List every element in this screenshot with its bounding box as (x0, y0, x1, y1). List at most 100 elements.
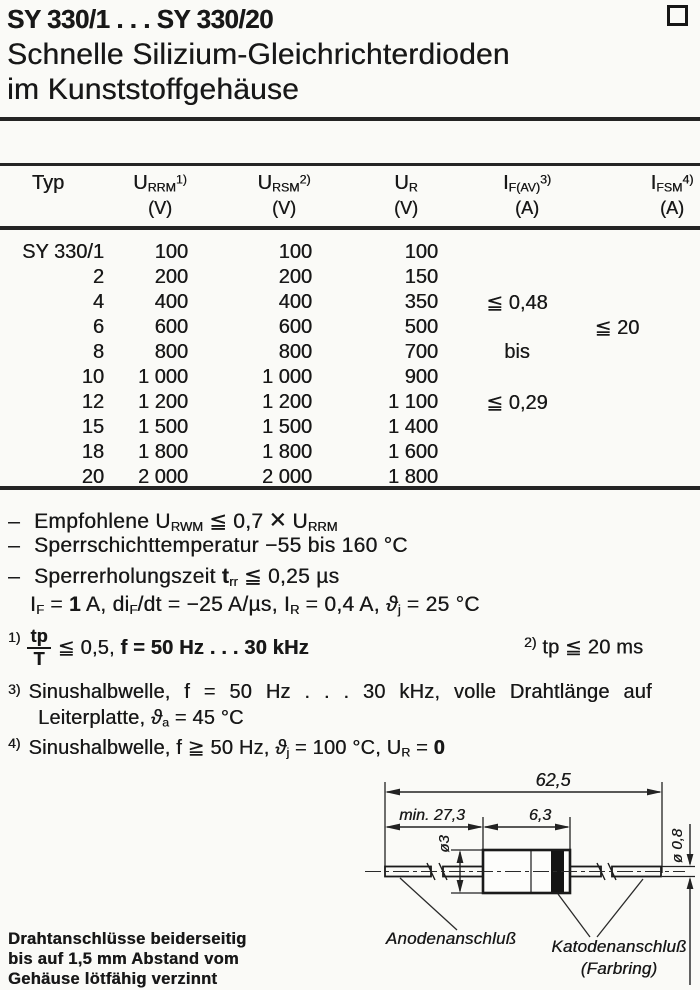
table-cell: 800 (154, 341, 188, 363)
solderability-note-line1: Drahtanschlüsse beiderseitig (8, 930, 247, 948)
footnote-text: tp ≦ 20 ms (542, 636, 644, 659)
table-cell: 8 (92, 341, 104, 363)
solderability-note-line2: bis auf 1,5 mm Abstand vom (8, 950, 239, 968)
table-cell: 200 (154, 266, 188, 288)
table-cell (448, 465, 568, 490)
footnote-text: Sinushalbwelle, f ≧ 50 Hz, ϑj = 100 °C, … (28, 737, 445, 760)
dimension-wire-diameter-text: ø 0,8 (669, 828, 686, 863)
table-cell: 6 (92, 316, 104, 338)
note-dash: – (8, 565, 20, 588)
table-cell: 700 (404, 341, 438, 363)
table-cell (568, 365, 700, 390)
table-cell: 15 (81, 416, 104, 438)
note-text: IF = 1 A, diF/dt = −25 A/µs, IR = 0,4 A,… (30, 593, 480, 617)
table-cell: 600 (278, 316, 312, 338)
package-dimension-drawing: 62,5 min. 27,3 6,3 (365, 772, 695, 985)
col-header-urrm: URRM1) (V) (133, 172, 187, 218)
cathode-band (551, 851, 564, 892)
table-cell (448, 265, 568, 290)
table-cell: 2 000 (137, 466, 188, 488)
table-cell (568, 465, 700, 490)
table-cell: 4 (92, 291, 104, 313)
dimension-overall: 62,5 (385, 772, 662, 796)
dimension-overall-text: 62,5 (535, 772, 571, 790)
note-recommended-urwm: – Empfohlene URWM ≦ 0,7 × URRM (8, 503, 338, 536)
dimension-body-length: 6,3 (483, 807, 570, 831)
table-cell: ≦ 20 (594, 317, 640, 339)
table-cell: 100 (278, 241, 312, 263)
table-row: 10 1 000 1 000 900 (0, 365, 700, 390)
table-cell: 1 000 (261, 366, 312, 388)
table-cell: 12 (81, 391, 104, 413)
table-row: 18 1 800 1 800 1 600 (0, 440, 700, 465)
table-cell: 800 (278, 341, 312, 363)
table-cell (568, 240, 700, 265)
table-cell: bis (504, 341, 530, 363)
subtitle-line2: im Kunststoffgehäuse (7, 73, 299, 106)
table-cell: 100 (404, 241, 438, 263)
cathode-lead-label: Katodenanschluß (Farbring) (543, 936, 695, 980)
note-reverse-recovery: – Sperrerholungszeit trr ≦ 0,25 µs (8, 564, 339, 589)
table-cell: 400 (154, 291, 188, 313)
table-cell (448, 315, 568, 340)
col-header-typ: Typ (31, 172, 65, 194)
table-top-rule (0, 163, 700, 166)
table-cell: SY 330/1 (22, 241, 104, 263)
table-cell (568, 265, 700, 290)
solderability-note-line3: Gehäuse lötfähig verzinnt (8, 970, 218, 988)
table-cell: 1 800 (137, 441, 188, 463)
table-cell: 900 (404, 366, 438, 388)
footnote-3: 3) Sinushalbwelle, f = 50 Hz . . . 30 kHz… (8, 681, 652, 730)
table-row: 4 400 400 350 ≦ 0,48 (0, 290, 700, 315)
table-cell: 400 (278, 291, 312, 313)
table-cell (568, 340, 700, 365)
table-cell (448, 365, 568, 390)
footnote-text-line2: Leiterplatte, ϑa = 45 °C (38, 707, 244, 730)
table-cell (448, 240, 568, 265)
header-divider (0, 117, 700, 121)
table-cell: 1 800 (387, 466, 438, 488)
col-header-ursm: URSM2) (V) (257, 172, 311, 218)
table-bottom-rule (0, 486, 700, 490)
col-header-ur: UR (V) (394, 172, 418, 218)
table-cell: 18 (81, 441, 104, 463)
dimension-lead-length: min. 27,3 (385, 807, 483, 831)
table-cell: 1 800 (261, 441, 312, 463)
table-cell: 1 000 (137, 366, 188, 388)
dimension-body-text: 6,3 (529, 807, 551, 824)
subtitle-line1: Schnelle Silizium-Gleichrichterdioden (7, 38, 510, 71)
solderability-note: Drahtanschlüsse beiderseitig bis auf 1,5… (8, 929, 247, 989)
footnote-text: ≦ 0,5, f = 50 Hz . . . 30 kHz (57, 637, 309, 660)
table-cell: 350 (404, 291, 438, 313)
table-cell (568, 290, 700, 315)
dimension-wire-diameter: ø 0,8 (662, 824, 695, 985)
dimension-body-diameter: ø3 (436, 835, 483, 894)
footnote-2: 2) tp ≦ 20 ms (524, 634, 643, 659)
anode-lead-label: Anodenanschluß (385, 929, 517, 948)
table-cell: 2 000 (261, 466, 312, 488)
table-cell (448, 440, 568, 465)
col-header-ifsm: IFSM4) (A) (650, 172, 694, 218)
note-test-conditions: IF = 1 A, diF/dt = −25 A/µs, IR = 0,4 A,… (30, 593, 480, 617)
table-cell: 600 (154, 316, 188, 338)
table-cell: 150 (404, 266, 438, 288)
duty-cycle-fraction: tp T (27, 627, 51, 669)
note-text: Sperrerholungszeit trr ≦ 0,25 µs (34, 565, 340, 589)
col-header-ifav: IF(AV)3) (A) (502, 172, 552, 218)
table-cell: 500 (404, 316, 438, 338)
footnote-marker: 1) (8, 629, 21, 645)
table-row: 8 800 800 700 bis (0, 340, 700, 365)
table-cell (568, 440, 700, 465)
table-body: SY 330/1 100 100 100 2 200 200 150 4 400 400 350 ≦ 0… (0, 240, 700, 490)
table-cell: 1 200 (261, 391, 312, 413)
table-cell: 1 600 (387, 441, 438, 463)
table-row: 2 200 200 150 (0, 265, 700, 290)
footnote-1: 1) tp T ≦ 0,5, f = 50 Hz . . . 30 kHz (8, 627, 309, 669)
table-cell: ≦ 0,29 (486, 392, 548, 414)
footnote-marker: 4) (8, 735, 21, 751)
table-cell: 1 200 (137, 391, 188, 413)
note-dash: – (8, 510, 20, 533)
table-cell (568, 415, 700, 440)
table-cell: ≦ 0,48 (486, 292, 548, 314)
